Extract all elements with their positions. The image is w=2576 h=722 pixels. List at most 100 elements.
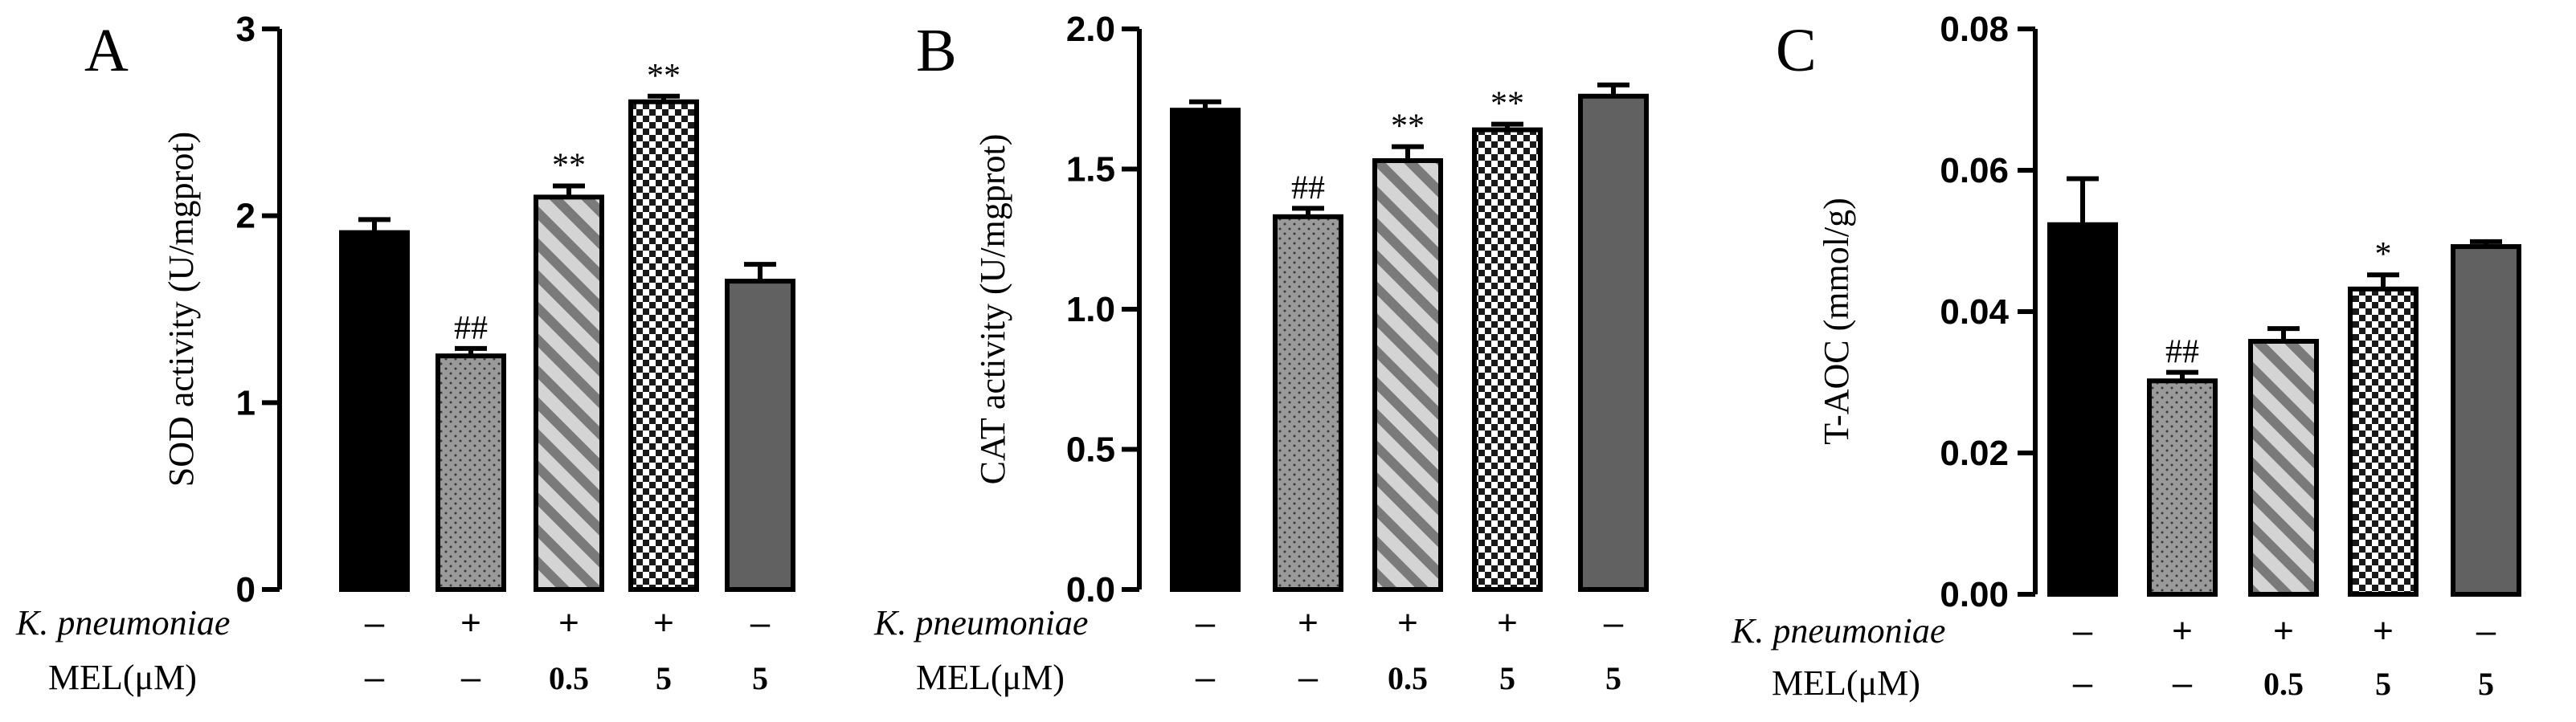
k-pneumoniae-value-b-4: + (1497, 603, 1518, 642)
y-tick-label-b: 0.0 (1066, 570, 1115, 610)
y-tick-label-b: 2.0 (1066, 10, 1115, 49)
error-bar-b-5 (1597, 82, 1629, 96)
y-tick-label-c: 0.06 (1940, 151, 2009, 190)
plot-area-c: 0.00 0.02 0.04 0.06 0.08 ## * (1940, 10, 2521, 614)
y-tick-label-c: 0.08 (1940, 10, 2009, 49)
significance-label-a-3: ** (552, 147, 586, 184)
k-pneumoniae-value-a-2: + (460, 603, 481, 642)
mel-label-b: MEL(μM) (916, 658, 1065, 697)
error-bar-c-4 (2367, 272, 2399, 289)
mel-value-a-4: 5 (656, 660, 672, 696)
bar-a-4 (628, 99, 699, 593)
mel-value-c-5: 5 (2478, 666, 2494, 702)
significance-label-b-3: ** (1391, 108, 1425, 145)
y-tick-label-c: 0.04 (1940, 292, 2009, 332)
mel-value-c-3: 0.5 (2263, 666, 2304, 702)
error-bar-b-3 (1392, 144, 1424, 161)
bar-a-5 (725, 279, 795, 592)
significance-label-b-4: ** (1490, 86, 1524, 123)
error-bar-a-5 (744, 262, 776, 282)
panel-label-b: B (916, 17, 957, 84)
significance-label-c-2: ## (2165, 334, 2199, 371)
k-pneumoniae-value-c-3: + (2273, 611, 2294, 651)
bar-c-1 (2047, 222, 2118, 597)
significance-label-c-4: * (2375, 236, 2392, 273)
mel-value-a-1: – (365, 658, 385, 697)
error-bar-b-4 (1491, 121, 1523, 130)
condition-rows: – + + + – – – 0.5 5 5 – + + + – – – 0.5 5 5 – + + + – – – 0.5 5 5 (365, 603, 2496, 703)
error-bar-a-3 (553, 183, 585, 198)
significance-label-a-2: ## (454, 310, 488, 347)
error-bar-b-2 (1292, 206, 1324, 217)
k-pneumoniae-label-b: K. pneumoniae (873, 603, 1088, 642)
bar-c-4 (2348, 286, 2419, 597)
y-axis-title-b: CAT activity (U/mgprot) (973, 134, 1012, 485)
mel-label-c: MEL(μM) (1772, 663, 1920, 703)
y-tick-label-c: 0.02 (1940, 434, 2009, 473)
panel-a: A SOD activity (U/mgprot) 0 1 2 3 ## ** ** (84, 10, 795, 610)
y-tick-label-b: 1.0 (1066, 290, 1115, 329)
y-tick-label-b: 1.5 (1066, 150, 1115, 190)
bar-c-5 (2451, 244, 2521, 597)
error-bar-c-3 (2267, 326, 2300, 341)
y-axis-title-c: T-AOC (mmol/g) (1817, 198, 1856, 445)
k-pneumoniae-value-c-4: + (2373, 611, 2394, 651)
k-pneumoniae-value-a-3: + (558, 603, 579, 642)
panel-label-c: C (1776, 17, 1817, 84)
bar-b-2 (1273, 214, 1343, 592)
y-tick-label-a: 0 (236, 570, 256, 610)
error-bar-a-4 (648, 93, 680, 102)
panel-c: C T-AOC (mmol/g) 0.00 0.02 0.04 0.06 0.08 ## * (1776, 10, 2521, 614)
k-pneumoniae-value-b-1: – (1196, 603, 1216, 642)
mel-value-b-1: – (1196, 658, 1216, 697)
mel-label-a: MEL(μM) (48, 658, 197, 697)
significance-label-a-4: ** (647, 58, 681, 95)
y-tick-label-a: 3 (236, 10, 256, 49)
mel-value-b-4: 5 (1499, 660, 1515, 696)
y-tick-label-a: 2 (236, 197, 256, 236)
bar-b-4 (1472, 127, 1543, 592)
y-tick-label-a: 1 (236, 383, 256, 422)
panel-b: B CAT activity (U/mgprot) 0.0 0.5 1.0 1.5 2.… (916, 10, 1649, 610)
y-tick-label-c: 0.00 (1940, 575, 2009, 614)
k-pneumoniae-value-c-2: + (2172, 611, 2193, 651)
bar-b-3 (1372, 158, 1443, 592)
y-tick-label-b: 0.5 (1066, 430, 1115, 470)
k-pneumoniae-label-a: K. pneumoniae (15, 603, 230, 642)
error-bar-a-1 (358, 217, 390, 233)
k-pneumoniae-value-a-1: – (365, 603, 385, 642)
mel-value-b-3: 0.5 (1388, 660, 1428, 696)
error-bar-c-2 (2166, 369, 2198, 381)
error-bar-a-2 (455, 345, 487, 357)
plot-area-a: 0 1 2 3 ## ** ** (236, 10, 795, 610)
bar-a-1 (339, 230, 410, 592)
bar-a-3 (534, 194, 604, 592)
mel-value-a-3: 0.5 (549, 660, 589, 696)
plot-area-b: 0.0 0.5 1.0 1.5 2.0 ## ** ** (1066, 10, 1649, 610)
mel-value-c-4: 5 (2375, 666, 2391, 702)
k-pneumoniae-value-b-2: + (1298, 603, 1319, 642)
bar-b-1 (1170, 108, 1241, 592)
k-pneumoniae-value-a-4: + (653, 603, 674, 642)
k-pneumoniae-value-b-5: – (1604, 603, 1624, 642)
mel-value-b-2: – (1298, 658, 1319, 697)
bar-a-2 (435, 353, 506, 592)
error-bar-b-1 (1189, 99, 1221, 111)
y-axis-title-a: SOD activity (U/mgprot) (162, 132, 201, 487)
k-pneumoniae-value-c-1: – (2073, 611, 2093, 651)
error-bar-c-1 (2067, 176, 2099, 225)
mel-value-a-5: 5 (752, 660, 768, 696)
condition-labels: K. pneumoniae MEL(μM) K. pneumoniae MEL(… (15, 603, 1945, 703)
error-bar-c-5 (2470, 239, 2502, 247)
bar-c-3 (2248, 338, 2319, 597)
mel-value-c-1: – (2073, 663, 2093, 703)
k-pneumoniae-value-b-3: + (1397, 603, 1418, 642)
bar-c-2 (2147, 378, 2218, 597)
k-pneumoniae-label-c: K. pneumoniae (1731, 611, 1945, 651)
mel-value-a-2: – (461, 658, 481, 697)
k-pneumoniae-value-a-5: – (750, 603, 771, 642)
mel-value-c-2: – (2173, 663, 2193, 703)
bar-b-5 (1578, 93, 1649, 592)
panel-label-a: A (84, 17, 129, 84)
